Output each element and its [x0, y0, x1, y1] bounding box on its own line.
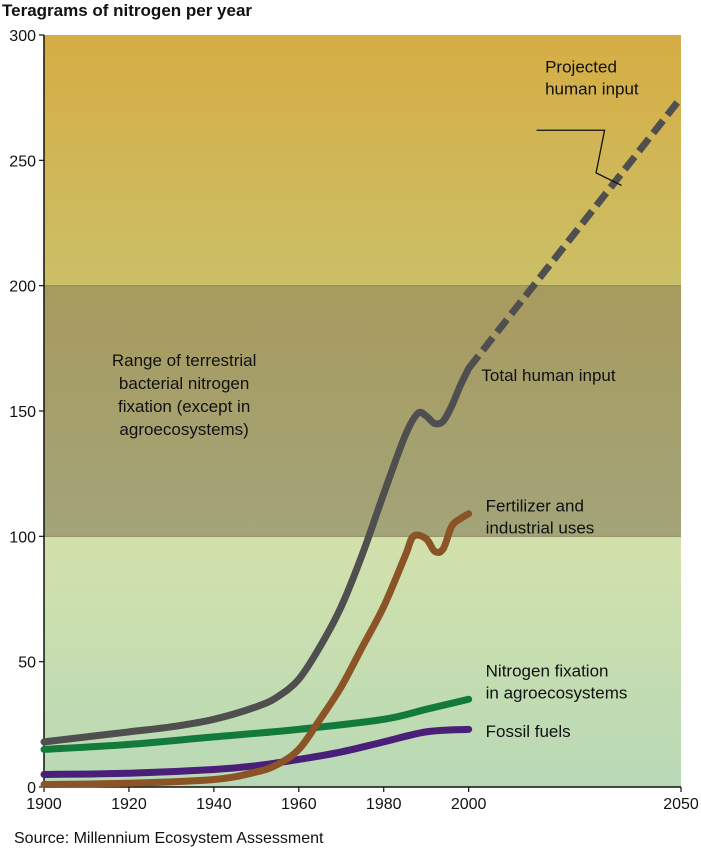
y-tick-label: 300 [9, 28, 36, 45]
chart-title: Teragrams of nitrogen per year [2, 1, 253, 20]
background-band-2 [44, 35, 681, 286]
x-tick-label: 2000 [451, 796, 487, 813]
series-line-projected-human-input [465, 95, 684, 371]
y-tick-label: 50 [18, 655, 36, 672]
annotation-projected: Projected human input [545, 58, 639, 99]
y-tick-label: 0 [27, 780, 36, 797]
x-tick-label: 1940 [196, 796, 232, 813]
source-note: Source: Millennium Ecosystem Assessment [14, 830, 324, 847]
y-tick-label: 100 [9, 529, 36, 546]
annotation-total-human-input: Total human input [481, 366, 615, 385]
x-tick-label: 1980 [366, 796, 402, 813]
series-line-fertilizer-and-industrial-uses [40, 510, 473, 788]
projected-label-leader [536, 129, 622, 186]
background-band-1 [44, 285, 681, 537]
series-line-nitrogen-fixation-in-agroecosystems [40, 695, 473, 753]
annotation-fossil-fuels: Fossil fuels [486, 722, 571, 741]
x-tick-label: 2050 [663, 796, 699, 813]
y-tick-label: 150 [9, 404, 36, 421]
y-tick-label: 200 [9, 279, 36, 296]
annotation-nitrogen-fixation: Nitrogen fixation in agroecosystems [486, 662, 628, 703]
x-tick-label: 1920 [111, 796, 147, 813]
series-line-total-human-input [40, 364, 473, 746]
band-label: Range of terrestrial bacterial nitrogen fi… [112, 351, 257, 439]
x-tick-label: 1900 [26, 796, 62, 813]
series-line-fossil-fuels [40, 725, 473, 778]
y-tick-label: 250 [9, 153, 36, 170]
x-tick-label: 1960 [281, 796, 317, 813]
annotation-fertilizer-and: Fertilizer and industrial uses [486, 496, 595, 537]
